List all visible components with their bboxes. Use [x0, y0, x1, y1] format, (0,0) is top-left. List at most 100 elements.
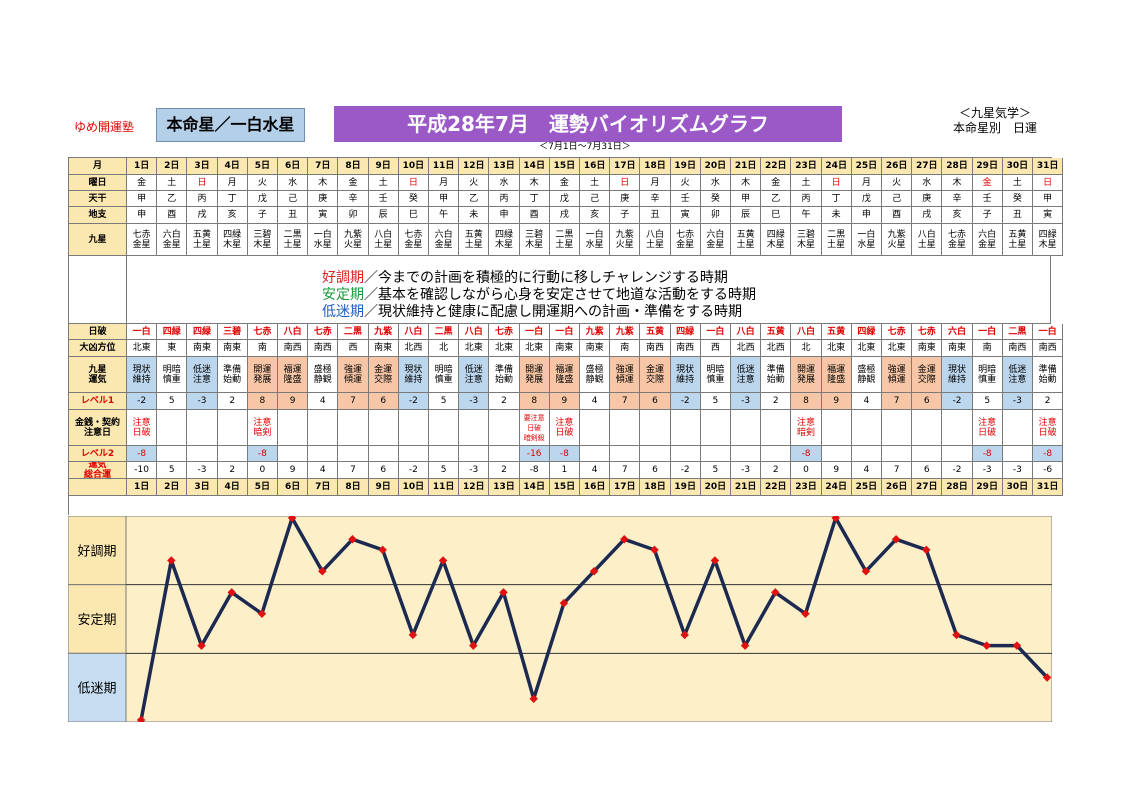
tenkan-cell: 丁	[217, 191, 248, 207]
chishi-cell: 亥	[942, 207, 973, 224]
kyusei-cell: 八白 土星	[912, 224, 943, 256]
chishi-cell: 卯	[338, 207, 369, 224]
total-cell: 9	[278, 462, 309, 479]
kinsen-cell: 注意 日破	[127, 410, 158, 446]
weekday-cell: 火	[670, 175, 701, 191]
day-header: 6日	[278, 158, 309, 175]
row-label-kinsen: 金銭・契約 注意日	[69, 410, 127, 446]
level2-cell	[308, 446, 339, 462]
unki-cell: 明暗 慎重	[429, 357, 460, 393]
kinsen-cell: 注意 日破	[972, 410, 1003, 446]
day-footer: 5日	[247, 479, 278, 496]
chishi-cell: 子	[610, 207, 641, 224]
nippa-cell: 五黄	[761, 324, 792, 340]
row-label-tenkan: 天干	[69, 191, 127, 207]
kinsen-cell	[398, 410, 429, 446]
tenkan-cell: 甲	[731, 191, 762, 207]
row-label-chishi: 地支	[69, 207, 127, 224]
kinsen-cell	[912, 410, 943, 446]
weekday-cell: 土	[791, 175, 822, 191]
day-header: 31日	[1033, 158, 1064, 175]
tenkan-cell: 癸	[398, 191, 429, 207]
kyusei-cell: 七赤 金星	[127, 224, 158, 256]
kyusei-cell: 六白 金星	[429, 224, 460, 256]
weekday-cell: 水	[278, 175, 309, 191]
kinsen-cell	[700, 410, 731, 446]
total-cell: -2	[670, 462, 701, 479]
nippa-cell: 一白	[972, 324, 1003, 340]
kinsen-cell	[429, 410, 460, 446]
kyusei-cell: 七赤 金星	[398, 224, 429, 256]
daikyo-cell: 南東	[549, 340, 580, 357]
weekday-cell: 日	[187, 175, 218, 191]
kyusei-cell: 五黄 土星	[459, 224, 490, 256]
day-header: 11日	[429, 158, 460, 175]
weekday-cell: 日	[398, 175, 429, 191]
chishi-cell: 辰	[731, 207, 762, 224]
tenkan-cell: 己	[882, 191, 913, 207]
daikyo-cell: 東	[157, 340, 188, 357]
nippa-cell: 八白	[731, 324, 762, 340]
total-cell: 4	[851, 462, 882, 479]
level2-cell	[398, 446, 429, 462]
daikyo-cell: 北東	[489, 340, 520, 357]
daikyo-cell: 南東	[217, 340, 248, 357]
tenkan-cell: 乙	[157, 191, 188, 207]
tenkan-cell: 戊	[549, 191, 580, 207]
legend-label-cell	[69, 256, 127, 324]
weekday-cell: 月	[640, 175, 671, 191]
level2-cell	[640, 446, 671, 462]
day-header: 19日	[670, 158, 701, 175]
day-footer: 19日	[670, 479, 701, 496]
chishi-cell: 子	[972, 207, 1003, 224]
day-footer: 15日	[549, 479, 580, 496]
nippa-cell: 八白	[459, 324, 490, 340]
tenkan-cell: 癸	[1002, 191, 1033, 207]
total-cell: 0	[791, 462, 822, 479]
total-cell: 5	[429, 462, 460, 479]
kyusei-cell: 九紫 火星	[338, 224, 369, 256]
kyusei-cell: 一白 水星	[308, 224, 339, 256]
kinsen-cell	[580, 410, 611, 446]
level1-cell: 7	[338, 393, 369, 410]
kyusei-cell: 六白 金星	[157, 224, 188, 256]
tenkan-cell: 庚	[308, 191, 339, 207]
day-header: 17日	[610, 158, 641, 175]
tenkan-cell: 庚	[610, 191, 641, 207]
total-cell: -8	[519, 462, 550, 479]
total-cell: -3	[972, 462, 1003, 479]
weekday-cell: 木	[308, 175, 339, 191]
day-footer: 28日	[942, 479, 973, 496]
day-footer: 27日	[912, 479, 943, 496]
nippa-cell: 四緑	[187, 324, 218, 340]
unki-cell: 低迷 注意	[731, 357, 762, 393]
level2-cell: -8	[972, 446, 1003, 462]
nippa-cell: 七赤	[489, 324, 520, 340]
unki-cell: 盛極 静観	[580, 357, 611, 393]
legend-box: 好調期／今までの計画を積極的に行動に移しチャレンジする時期 安定期／基本を確認し…	[322, 270, 756, 321]
data-point-30	[1012, 641, 1022, 650]
kyusei-line2: 本命星別 日運	[952, 121, 1037, 135]
chishi-cell: 亥	[580, 207, 611, 224]
weekday-cell: 月	[217, 175, 248, 191]
day-footer: 9日	[368, 479, 399, 496]
page-title: 平成28年7月 運勢バイオリズムグラフ	[334, 106, 842, 142]
tenkan-cell: 甲	[1033, 191, 1064, 207]
nippa-cell: 一白	[700, 324, 731, 340]
level1-cell: 2	[1033, 393, 1064, 410]
day-footer: 2日	[157, 479, 188, 496]
total-cell: 7	[610, 462, 641, 479]
tenkan-cell: 丙	[187, 191, 218, 207]
tenkan-cell: 壬	[972, 191, 1003, 207]
daikyo-cell: 北東	[519, 340, 550, 357]
chishi-cell: 戌	[549, 207, 580, 224]
weekday-cell: 土	[580, 175, 611, 191]
level2-cell	[368, 446, 399, 462]
chishi-cell: 丑	[640, 207, 671, 224]
nippa-cell: 四緑	[670, 324, 701, 340]
kyusei-heading: ＜九星気学＞ 本命星別 日運	[925, 106, 1065, 136]
kyusei-cell: 九紫 火星	[882, 224, 913, 256]
level1-cell: 4	[308, 393, 339, 410]
day-footer: 4日	[217, 479, 248, 496]
kinsen-cell	[761, 410, 792, 446]
